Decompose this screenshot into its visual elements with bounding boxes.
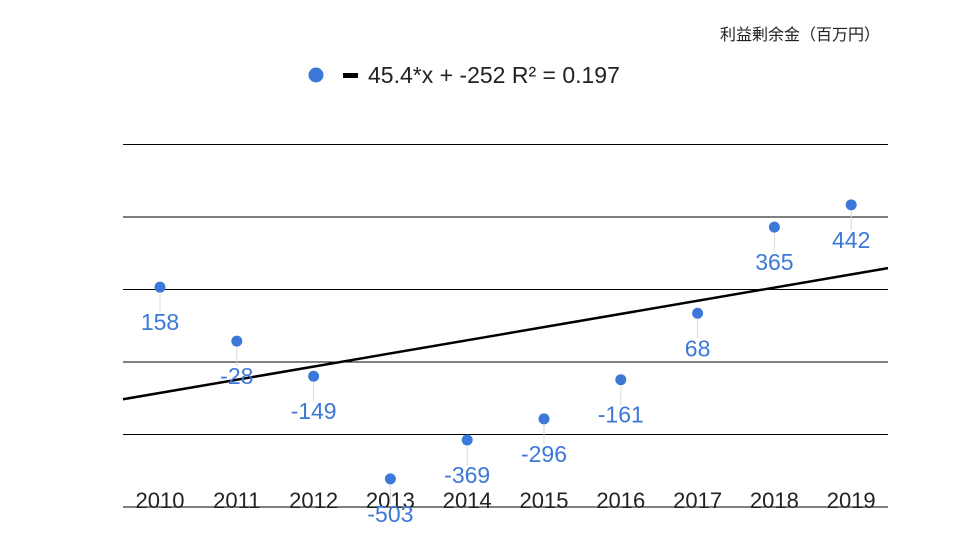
data-label-2017: 68 xyxy=(685,335,711,361)
x-tick-label-2012: 2012 xyxy=(289,488,338,513)
x-tick-label-2018: 2018 xyxy=(750,488,799,513)
x-tick-label-2019: 2019 xyxy=(827,488,876,513)
data-label-2018: 365 xyxy=(755,249,793,275)
x-tick-label-2014: 2014 xyxy=(443,488,492,513)
data-point-2017 xyxy=(692,307,704,319)
data-point-2018 xyxy=(768,221,780,233)
data-point-2013 xyxy=(384,473,396,485)
legend-series-marker xyxy=(308,67,324,83)
x-tick-label-2015: 2015 xyxy=(520,488,569,513)
data-labels: 158 -28 -149 -503 -369 -296 -161 68 365 442 xyxy=(141,227,871,527)
x-tick-label-2016: 2016 xyxy=(596,488,645,513)
data-label-2011: -28 xyxy=(220,363,253,389)
x-axis-tick-labels: 2010 2011 2012 2013 2014 2015 2016 2017 2018 2019 xyxy=(136,488,876,513)
data-point-2012 xyxy=(308,370,320,382)
x-tick-label-2011: 2011 xyxy=(213,488,260,513)
data-point-2015 xyxy=(538,413,550,425)
data-label-2013: -503 xyxy=(367,501,413,527)
unit-label: 利益剰余金（百万円） xyxy=(720,25,880,44)
data-label-2019: 442 xyxy=(832,227,870,253)
data-label-2016: -161 xyxy=(598,402,644,428)
trendline xyxy=(122,266,889,401)
data-label-2012: -149 xyxy=(291,398,337,424)
gridlines xyxy=(123,144,888,508)
data-point-2014 xyxy=(461,434,473,446)
x-tick-label-2017: 2017 xyxy=(673,488,722,513)
data-points xyxy=(154,199,857,485)
x-tick-label-2010: 2010 xyxy=(136,488,185,513)
data-point-2011 xyxy=(231,335,243,347)
legend: 45.4*x + -252 R² = 0.197 xyxy=(308,62,620,88)
data-label-2010: 158 xyxy=(141,309,179,335)
legend-trendline-swatch xyxy=(343,73,358,78)
data-label-2014: -369 xyxy=(444,462,490,488)
data-point-2016 xyxy=(615,374,627,386)
trendline-layer xyxy=(122,266,889,401)
data-point-2010 xyxy=(154,281,166,293)
legend-trendline-label: 45.4*x + -252 R² = 0.197 xyxy=(368,62,620,88)
data-point-2019 xyxy=(845,199,857,211)
leader-lines xyxy=(159,210,852,504)
data-label-2015: -296 xyxy=(521,441,567,467)
